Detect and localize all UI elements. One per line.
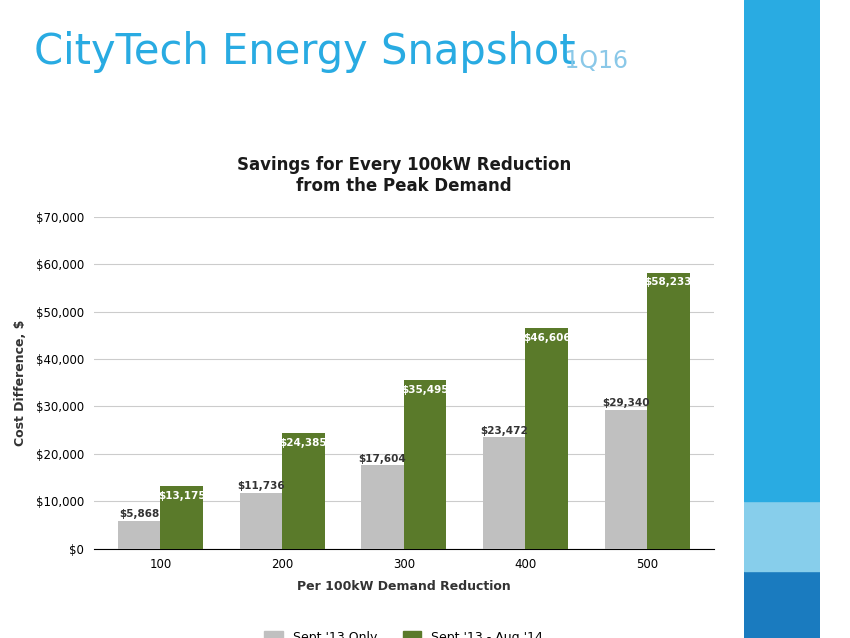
Text: $24,385: $24,385 bbox=[280, 438, 327, 448]
X-axis label: Per 100kW Demand Reduction: Per 100kW Demand Reduction bbox=[297, 580, 511, 593]
Bar bbox=[361, 465, 404, 549]
Bar bbox=[282, 433, 325, 549]
Bar bbox=[647, 272, 689, 549]
Text: CityTech Energy Snapshot: CityTech Energy Snapshot bbox=[34, 31, 575, 73]
Text: $13,175: $13,175 bbox=[158, 491, 206, 501]
Bar bbox=[118, 521, 161, 549]
Text: $23,472: $23,472 bbox=[480, 426, 528, 436]
Bar bbox=[161, 486, 203, 549]
Bar bbox=[744, 571, 820, 638]
Bar bbox=[744, 501, 820, 571]
Text: Savings for Every 100kW Reduction
from the Peak Demand: Savings for Every 100kW Reduction from t… bbox=[236, 156, 571, 195]
Text: $11,736: $11,736 bbox=[237, 482, 285, 491]
Text: $58,233: $58,233 bbox=[644, 278, 692, 288]
Text: 1Q16: 1Q16 bbox=[557, 49, 628, 73]
Text: $29,340: $29,340 bbox=[602, 398, 649, 408]
Bar bbox=[525, 328, 568, 549]
Bar bbox=[604, 410, 647, 549]
Legend: Sept '13 Only, Sept '13 - Aug '14: Sept '13 Only, Sept '13 - Aug '14 bbox=[259, 626, 548, 638]
Bar bbox=[240, 493, 282, 549]
Text: $35,495: $35,495 bbox=[401, 385, 449, 395]
Text: $5,868: $5,868 bbox=[119, 509, 159, 519]
Text: $17,604: $17,604 bbox=[359, 454, 406, 464]
Text: $46,606: $46,606 bbox=[523, 332, 570, 343]
Bar bbox=[404, 380, 446, 549]
Bar bbox=[744, 0, 820, 501]
Y-axis label: Cost Difference, $: Cost Difference, $ bbox=[14, 320, 27, 446]
Bar bbox=[483, 438, 525, 549]
